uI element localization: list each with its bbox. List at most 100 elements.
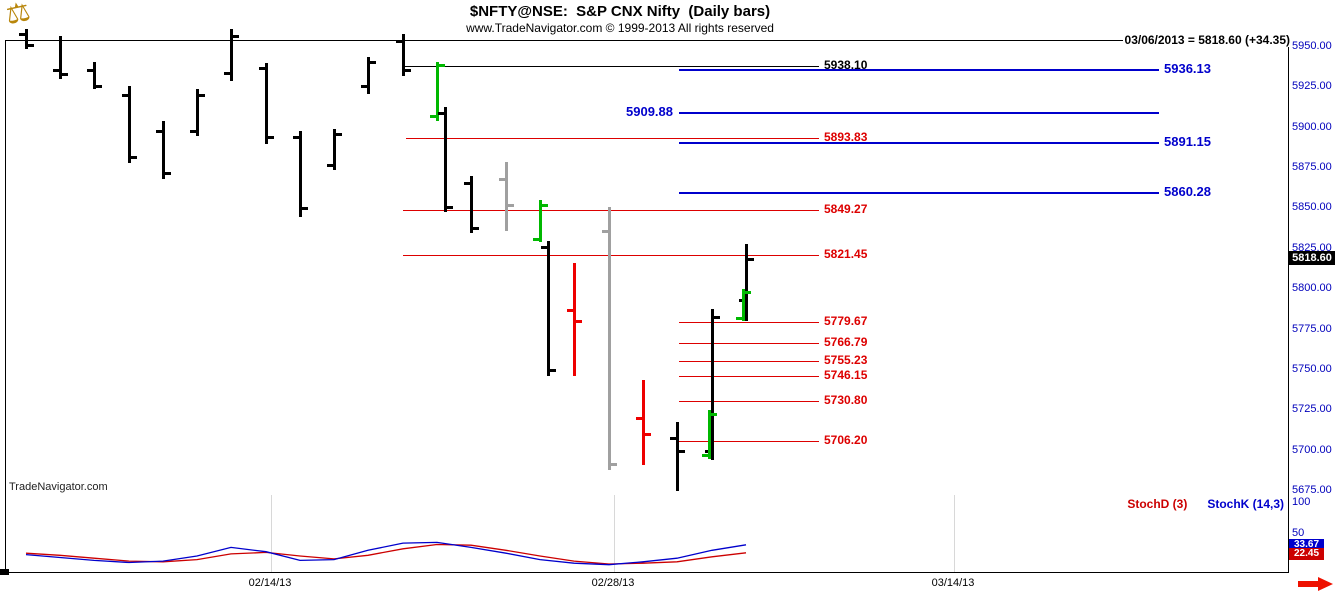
price-level-line[interactable] [403, 210, 819, 211]
price-bar-close-tick [748, 258, 754, 262]
price-bar [265, 63, 268, 144]
price-bar-close-tick [611, 462, 617, 466]
stochk-label[interactable]: StochK (14,3) [1207, 497, 1284, 511]
price-bar [367, 56, 370, 94]
price-axis-label: 5800.00 [1292, 282, 1332, 295]
price-bar-open-tick [567, 309, 573, 313]
price-bar [196, 88, 199, 136]
price-bar-open-tick [464, 181, 470, 185]
price-bar-close-tick [473, 226, 479, 230]
stochd-label[interactable]: StochD (3) [1127, 497, 1188, 511]
price-level-line[interactable] [403, 255, 819, 256]
price-level-line[interactable] [679, 361, 819, 362]
price-axis-label: 5900.00 [1292, 120, 1332, 133]
price-bar [742, 289, 745, 322]
price-level-label[interactable]: 5730.80 [824, 393, 868, 407]
price-axis-label: 5775.00 [1292, 322, 1332, 335]
price-bar [402, 34, 405, 77]
price-bar [59, 35, 62, 80]
price-level-line[interactable] [679, 401, 819, 402]
price-bar-open-tick [636, 417, 642, 421]
price-level-line[interactable] [679, 322, 819, 323]
price-bar [539, 200, 542, 243]
price-level-label[interactable]: 5860.28 [1164, 184, 1211, 199]
price-axis-label: 5925.00 [1292, 80, 1332, 93]
price-axis-label: 5950.00 [1292, 40, 1332, 52]
price-level-label[interactable]: 5936.13 [1164, 61, 1211, 76]
price-bar-close-tick [447, 205, 453, 209]
price-bar-close-tick [714, 315, 720, 319]
price-bar-open-tick [702, 454, 708, 458]
stochk-line [25, 541, 747, 566]
price-level-label[interactable]: 5938.10 [824, 58, 868, 72]
price-level-label[interactable]: 5821.45 [824, 247, 868, 261]
stochastic-panel[interactable]: StochD (3) StochK (14,3) [5, 495, 1289, 573]
price-bar-close-tick [439, 63, 445, 67]
stochk-value-badge: 33.67 [1289, 538, 1324, 551]
scroll-right-arrow-icon[interactable] [1298, 576, 1334, 592]
price-level-line[interactable] [679, 343, 819, 344]
price-bar [470, 176, 473, 233]
price-level-line[interactable] [679, 69, 1159, 71]
price-bar [505, 161, 508, 232]
price-bar [333, 129, 336, 170]
price-level-label[interactable]: 5893.83 [824, 130, 868, 144]
date-axis-label: 02/28/13 [591, 577, 635, 589]
price-level-line[interactable] [403, 66, 819, 67]
price-bar-open-tick [361, 84, 367, 88]
price-level-label[interactable]: 5891.15 [1164, 134, 1211, 149]
date-gridline [271, 495, 272, 572]
price-bar [711, 308, 714, 461]
stoch-scale-label: 50 [1292, 527, 1305, 539]
price-bar-open-tick [87, 68, 93, 72]
last-quote-readout: 03/06/2013 = 5818.60 (+34.35) [1122, 33, 1292, 47]
price-bar [745, 243, 748, 322]
price-bar-open-tick [224, 71, 230, 75]
price-bar-open-tick [541, 246, 547, 250]
price-level-line[interactable] [679, 376, 819, 377]
last-price-badge: 5818.60 [1289, 251, 1335, 266]
price-level-label[interactable]: 5849.27 [824, 202, 868, 216]
price-bar-open-tick [602, 230, 608, 234]
price-level-label[interactable]: 5779.67 [824, 314, 868, 328]
price-bar-open-tick [293, 136, 299, 140]
stochd-value-badge: 22.45 [1289, 547, 1324, 560]
price-bar [128, 85, 131, 164]
price-level-label[interactable]: 5766.79 [824, 335, 868, 349]
price-bar-close-tick [679, 449, 685, 453]
price-level-label[interactable]: 5909.88 [626, 104, 673, 119]
price-bar-open-tick [396, 39, 402, 43]
stochastic-lines [25, 541, 747, 566]
price-bar-close-tick [542, 204, 548, 208]
price-level-line[interactable] [679, 142, 1159, 144]
price-level-line[interactable] [406, 138, 819, 139]
price-level-label[interactable]: 5755.23 [824, 353, 868, 367]
price-axis-label: 5825.00 [1292, 241, 1332, 254]
price-axis-label: 5850.00 [1292, 201, 1332, 214]
price-bar [299, 130, 302, 217]
price-bar-close-tick [711, 412, 717, 416]
date-axis-label: 02/14/13 [248, 577, 292, 589]
price-level-label[interactable]: 5746.15 [824, 368, 868, 382]
date-axis: 02/14/13 02/28/13 03/14/13 [5, 572, 1287, 594]
price-bar-open-tick [736, 317, 742, 321]
price-bar-close-tick [405, 68, 411, 72]
price-level-line[interactable] [679, 112, 1159, 114]
price-level-label[interactable]: 5706.20 [824, 433, 868, 447]
price-level-line[interactable] [679, 192, 1159, 194]
stochd-line [25, 543, 747, 565]
price-bar-open-tick [122, 94, 128, 98]
date-gridline [614, 495, 615, 572]
price-bar [573, 263, 576, 377]
price-bar-close-tick [508, 204, 514, 208]
price-bar-open-tick [53, 68, 59, 72]
price-axis-label: 5875.00 [1292, 161, 1332, 174]
price-bar-close-tick [199, 94, 205, 98]
price-level-line[interactable] [679, 441, 819, 442]
price-bar-close-tick [576, 320, 582, 324]
price-bar [547, 240, 550, 377]
price-bar [642, 379, 645, 466]
watermark: TradeNavigator.com [9, 481, 108, 493]
price-chart-plot[interactable]: TradeNavigator.com 5938.10 5936.13 5909.88… [5, 29, 1289, 497]
